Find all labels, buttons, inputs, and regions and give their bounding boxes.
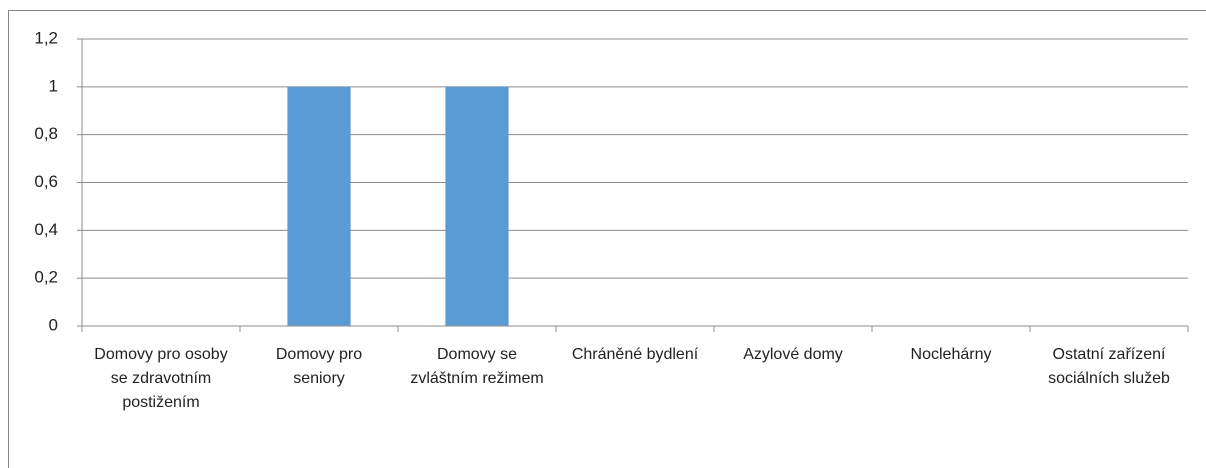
y-tick-label: 0,8: [34, 124, 58, 143]
x-tick-label: Chráněné bydlení: [571, 346, 699, 363]
x-tick-label: Domovy pro seniory: [275, 346, 363, 387]
x-tick-label: Domovy se zvláštním režimem: [410, 346, 544, 387]
bar: [287, 86, 351, 326]
bar: [445, 86, 509, 326]
y-tick-label: 1,2: [34, 28, 58, 47]
x-tick-label: Domovy pro osoby se zdravotním postižení…: [94, 346, 228, 411]
x-tick-label: Azylové domy: [743, 346, 843, 363]
y-tick-label: 0,4: [34, 220, 58, 239]
x-tick-label: Ostatní zařízení sociálních služeb: [1048, 346, 1170, 387]
y-tick-label: 0,6: [34, 172, 58, 191]
y-tick-label: 0: [49, 315, 58, 334]
y-tick-label: 0,2: [34, 268, 58, 287]
y-tick-label: 1: [49, 76, 58, 95]
x-tick-label: Noclehárny: [910, 346, 992, 363]
